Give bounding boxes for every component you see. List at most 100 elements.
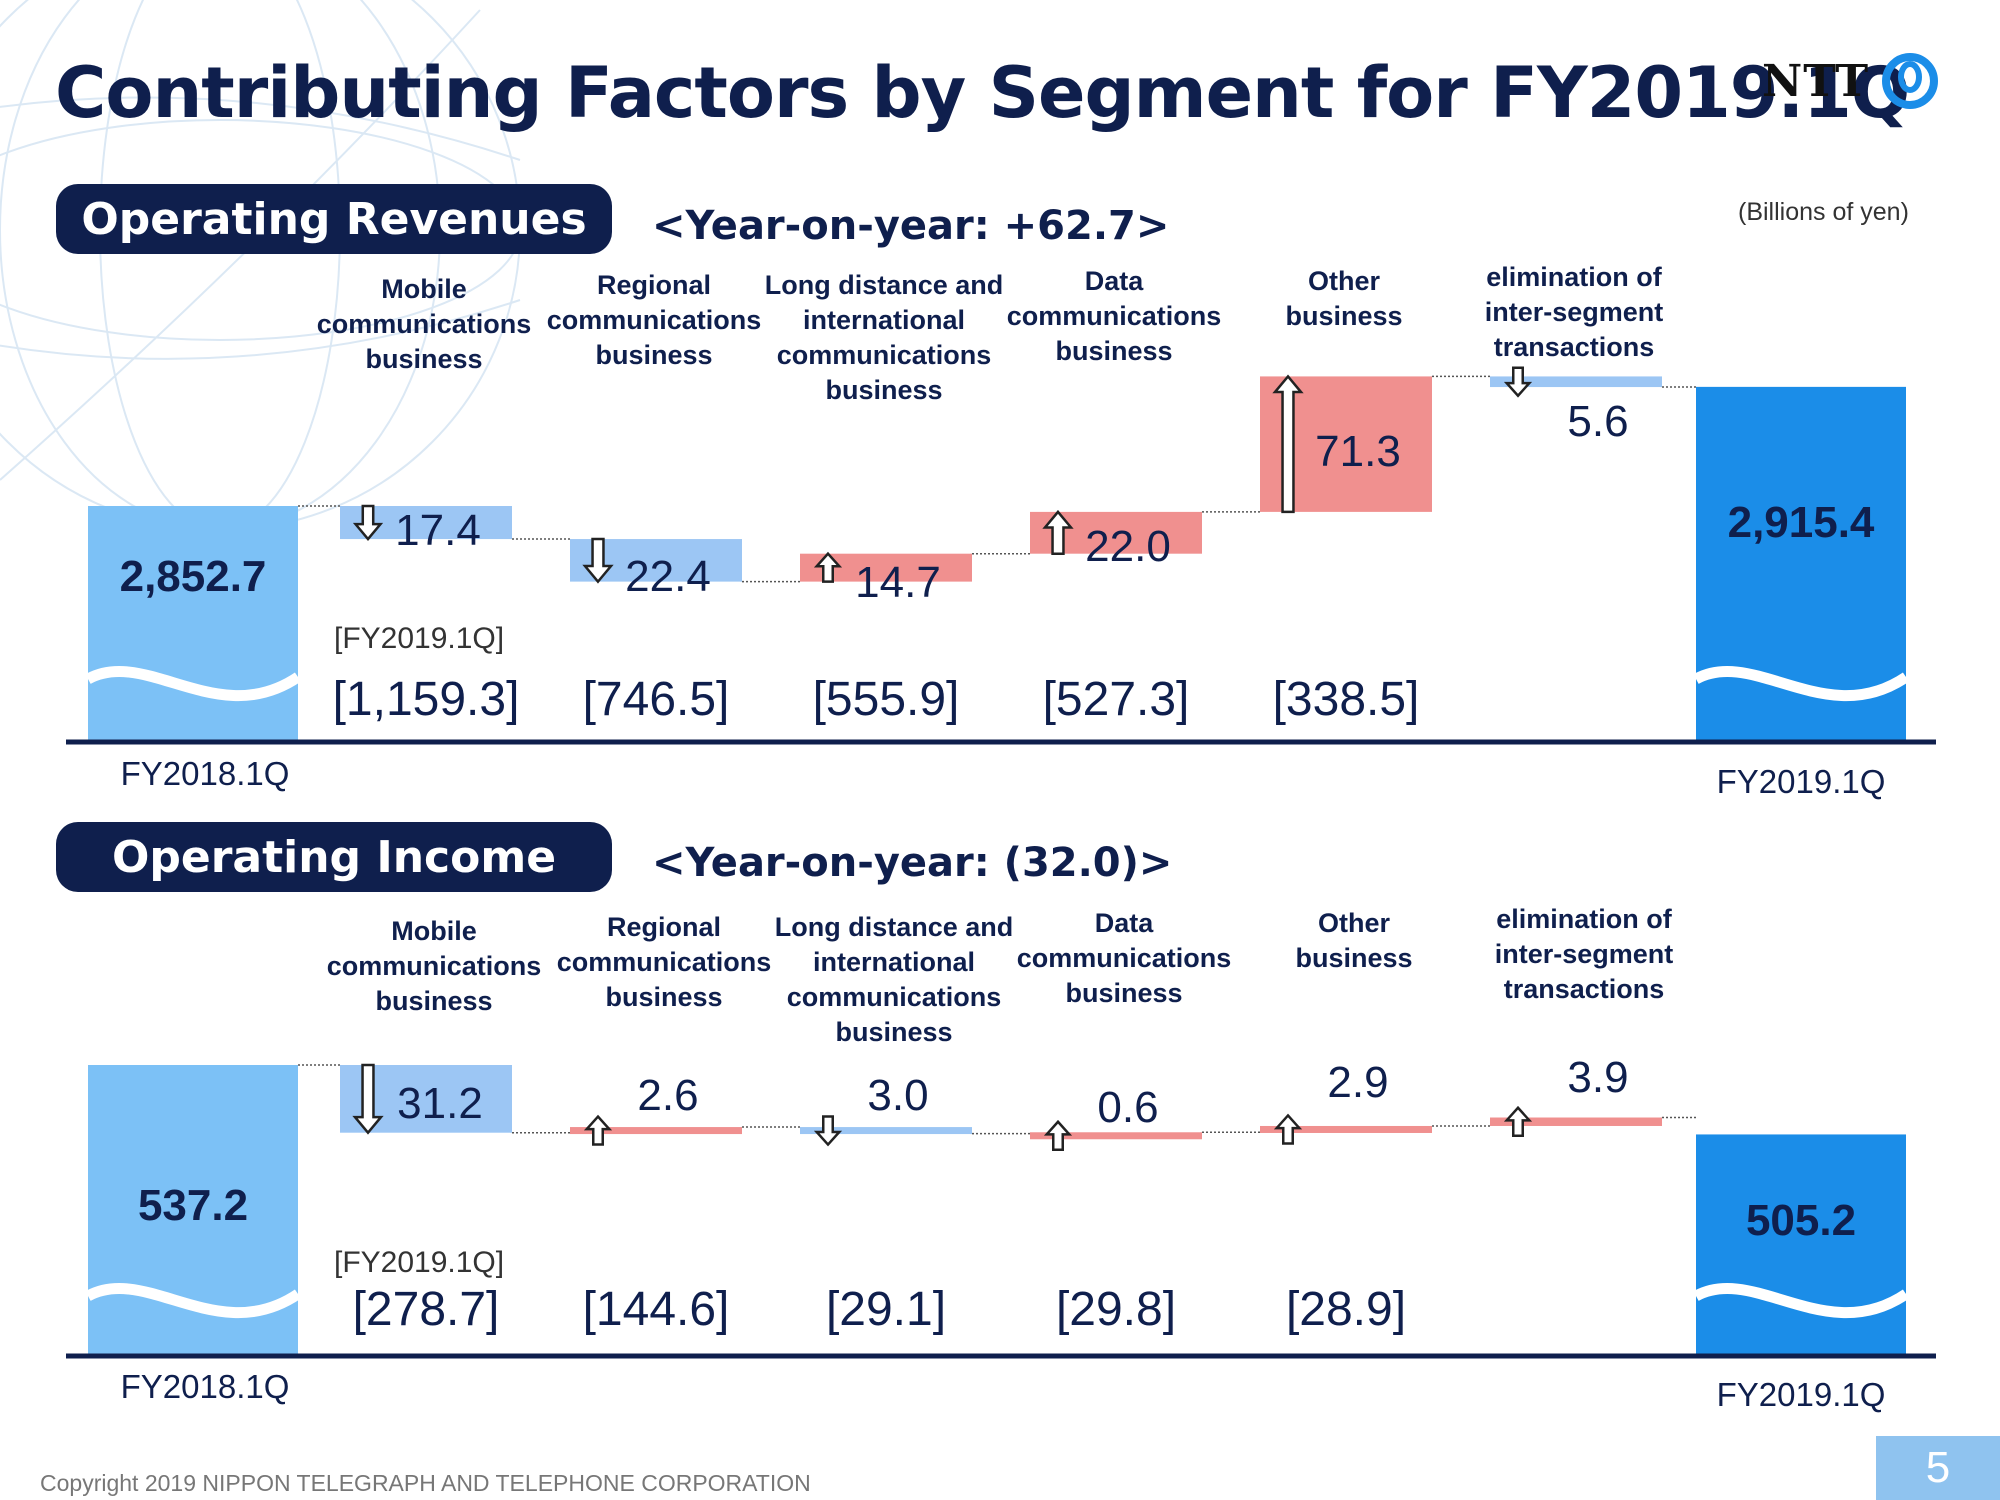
down-arrow-icon bbox=[813, 1115, 843, 1147]
category-label: Other bbox=[1308, 266, 1381, 296]
segment-bracket-value: [29.8] bbox=[1056, 1283, 1176, 1336]
category-label: Mobile bbox=[391, 916, 477, 946]
page-number: 5 bbox=[1876, 1436, 2000, 1500]
category-label: Regional bbox=[607, 912, 721, 942]
step-value-label: 31.2 bbox=[397, 1079, 483, 1128]
end-period-label: FY2019.1Q bbox=[1717, 763, 1886, 800]
segment-bracket-value: [338.5] bbox=[1273, 673, 1420, 726]
category-label: communications bbox=[547, 305, 762, 335]
category-label: Long distance and bbox=[765, 270, 1004, 300]
income-waterfall-chart: 537.2 31.2 [278.7] Mobile communications busi… bbox=[66, 904, 1936, 1413]
bracket-caption: [FY2019.1Q] bbox=[334, 622, 504, 655]
step-value-label: 0.6 bbox=[1097, 1083, 1158, 1132]
end-value-label: 505.2 bbox=[1746, 1196, 1856, 1245]
step-value-label: 14.7 bbox=[855, 558, 941, 607]
category-label: communications bbox=[327, 951, 542, 981]
page-title: Contributing Factors by Segment for FY20… bbox=[55, 52, 1910, 134]
step-bar bbox=[1260, 1125, 1432, 1133]
up-arrow-icon bbox=[583, 1114, 613, 1146]
category-label: Regional bbox=[597, 270, 711, 300]
segment-bracket-value: [144.6] bbox=[583, 1283, 730, 1336]
step-bar bbox=[570, 1127, 742, 1135]
yoy-label-revenues: <Year-on-year: +62.7> bbox=[652, 203, 1170, 249]
step-value-label: 3.9 bbox=[1567, 1053, 1628, 1102]
segment-bracket-value: [29.1] bbox=[826, 1283, 946, 1336]
start-value-label: 2,852.7 bbox=[120, 552, 267, 601]
category-label: business bbox=[365, 344, 482, 374]
step-value-label: 5.6 bbox=[1567, 397, 1628, 446]
section-label-revenues: Operating Revenues bbox=[56, 184, 612, 254]
up-arrow-icon bbox=[1273, 1113, 1303, 1145]
start-period-label: FY2018.1Q bbox=[121, 755, 290, 792]
step-value-label: 2.6 bbox=[637, 1071, 698, 1120]
category-label: business bbox=[825, 375, 942, 405]
start-bar-wave bbox=[85, 1283, 302, 1319]
unit-label: (Billions of yen) bbox=[1738, 198, 1909, 226]
down-arrow-icon bbox=[352, 1063, 384, 1135]
down-arrow-icon bbox=[582, 537, 614, 584]
end-bar bbox=[1696, 1134, 1906, 1356]
section-label-income: Operating Income bbox=[56, 822, 612, 892]
start-bar bbox=[88, 506, 298, 742]
category-label: business bbox=[1285, 301, 1402, 331]
logo-text: NTT bbox=[1762, 55, 1870, 107]
down-arrow-icon bbox=[1503, 366, 1533, 398]
category-label: Other bbox=[1318, 908, 1391, 938]
category-label: transactions bbox=[1504, 974, 1665, 1004]
step-bar bbox=[1490, 1117, 1662, 1126]
category-label: international bbox=[803, 305, 965, 335]
up-arrow-icon bbox=[1503, 1105, 1533, 1137]
yoy-label-income: <Year-on-year: (32.0)> bbox=[652, 840, 1173, 886]
bracket-caption: [FY2019.1Q] bbox=[334, 1246, 504, 1279]
segment-bracket-value: [1,159.3] bbox=[333, 673, 520, 726]
category-label: elimination of bbox=[1486, 262, 1663, 292]
end-value-label: 2,915.4 bbox=[1728, 498, 1875, 547]
category-label: business bbox=[1065, 978, 1182, 1008]
category-label: business bbox=[605, 982, 722, 1012]
ntt-logo-icon bbox=[1882, 53, 1939, 109]
step-value-label: 22.4 bbox=[625, 552, 711, 601]
category-label: communications bbox=[317, 309, 532, 339]
copyright-footer: Copyright 2019 NIPPON TELEGRAPH AND TELE… bbox=[40, 1470, 811, 1496]
category-label: Mobile bbox=[381, 274, 467, 304]
step-bar bbox=[1490, 376, 1662, 388]
step-value-label: 22.0 bbox=[1085, 522, 1171, 571]
down-arrow-icon bbox=[352, 504, 384, 542]
step-bar bbox=[800, 1127, 972, 1135]
category-label: communications bbox=[557, 947, 772, 977]
ntt-logo: NTT bbox=[1762, 52, 1939, 110]
category-label: business bbox=[1055, 336, 1172, 366]
up-arrow-icon bbox=[1042, 509, 1074, 555]
start-value-label: 537.2 bbox=[138, 1181, 248, 1230]
segment-bracket-value: [527.3] bbox=[1043, 673, 1190, 726]
end-bar-wave bbox=[1693, 666, 1910, 702]
category-label: Long distance and bbox=[775, 912, 1014, 942]
up-arrow-icon bbox=[1272, 374, 1304, 514]
category-label: inter-segment bbox=[1485, 297, 1664, 327]
segment-bracket-value: [278.7] bbox=[353, 1283, 500, 1336]
category-label: Data bbox=[1095, 908, 1155, 938]
segment-bracket-value: [746.5] bbox=[583, 673, 730, 726]
end-bar-wave bbox=[1693, 1283, 1910, 1319]
revenues-waterfall-chart: 2,852.7 17.4 [1,159.3] Mobile communications… bbox=[66, 262, 1936, 800]
category-label: international bbox=[813, 947, 975, 977]
category-label: communications bbox=[777, 340, 992, 370]
segment-bracket-value: [555.9] bbox=[813, 673, 960, 726]
start-bar-wave bbox=[85, 666, 302, 702]
step-value-label: 2.9 bbox=[1327, 1058, 1388, 1107]
end-period-label: FY2019.1Q bbox=[1717, 1376, 1886, 1413]
step-value-label: 17.4 bbox=[395, 506, 481, 555]
category-label: communications bbox=[787, 982, 1002, 1012]
step-value-label: 71.3 bbox=[1315, 427, 1401, 476]
category-label: business bbox=[835, 1017, 952, 1047]
up-arrow-icon bbox=[1043, 1119, 1073, 1152]
up-arrow-icon bbox=[813, 551, 843, 583]
category-label: business bbox=[1295, 943, 1412, 973]
category-label: business bbox=[595, 340, 712, 370]
category-label: inter-segment bbox=[1495, 939, 1674, 969]
step-value-label: 3.0 bbox=[867, 1071, 928, 1120]
step-bar bbox=[1030, 1132, 1202, 1140]
category-label: elimination of bbox=[1496, 904, 1673, 934]
category-label: communications bbox=[1007, 301, 1222, 331]
start-period-label: FY2018.1Q bbox=[121, 1368, 290, 1405]
